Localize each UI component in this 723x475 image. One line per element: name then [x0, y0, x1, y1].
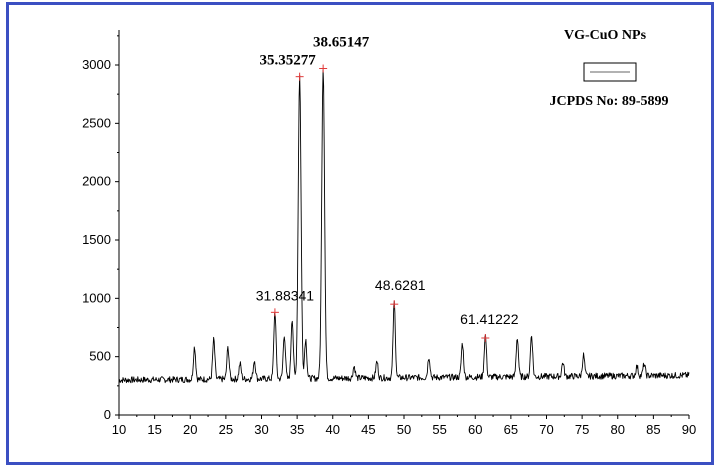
peak-label: 61.41222 [460, 311, 519, 327]
x-ticks: 10 15 20 25 30 35 40 45 50 55 60 65 70 75 80 85 90 [112, 415, 696, 437]
x-tick-label: 25 [219, 422, 233, 437]
axes: 10 15 20 25 30 35 40 45 50 55 60 65 70 75 80 85 90 0 500 1… [82, 30, 696, 437]
legend-entry: JCPDS No: 89-5899 [550, 94, 669, 109]
x-tick-label: 30 [254, 422, 268, 437]
peak-label: 48.6281 [375, 277, 426, 293]
x-tick-label: 90 [682, 422, 696, 437]
peak-label: 38.65147 [313, 35, 370, 51]
x-tick-label: 40 [326, 422, 340, 437]
x-tick-label: 55 [432, 422, 446, 437]
x-tick-label: 15 [147, 422, 161, 437]
peak-label: 35.35277 [260, 53, 317, 69]
x-tick-label: 75 [575, 422, 589, 437]
y-tick-label: 1000 [82, 290, 111, 305]
y-tick-label: 3000 [82, 57, 111, 72]
x-tick-label: 45 [361, 422, 375, 437]
x-tick-label: 35 [290, 422, 304, 437]
y-tick-label: 500 [89, 349, 111, 364]
x-tick-label: 10 [112, 422, 126, 437]
legend: VG-CuO NPs JCPDS No: 89-5899 [550, 28, 669, 109]
x-tick-label: 85 [646, 422, 660, 437]
y-tick-label: 0 [104, 407, 111, 422]
xrd-pattern-line [118, 69, 690, 384]
x-tick-label: 50 [397, 422, 411, 437]
y-tick-label: 1500 [82, 232, 111, 247]
peak-label: 31.88341 [256, 287, 315, 303]
y-tick-label: 2500 [82, 115, 111, 130]
y-ticks: 0 500 1000 1500 2000 2500 3000 [82, 35, 119, 422]
x-tick-label: 70 [539, 422, 553, 437]
x-tick-label: 20 [183, 422, 197, 437]
x-tick-label: 65 [504, 422, 518, 437]
peak-markers: 31.88341 35.35277 38.65147 48.6281 61.41222 [256, 35, 519, 342]
x-tick-label: 60 [468, 422, 482, 437]
y-tick-label: 2000 [82, 174, 111, 189]
legend-title: VG-CuO NPs [564, 28, 647, 43]
x-tick-label: 80 [611, 422, 625, 437]
